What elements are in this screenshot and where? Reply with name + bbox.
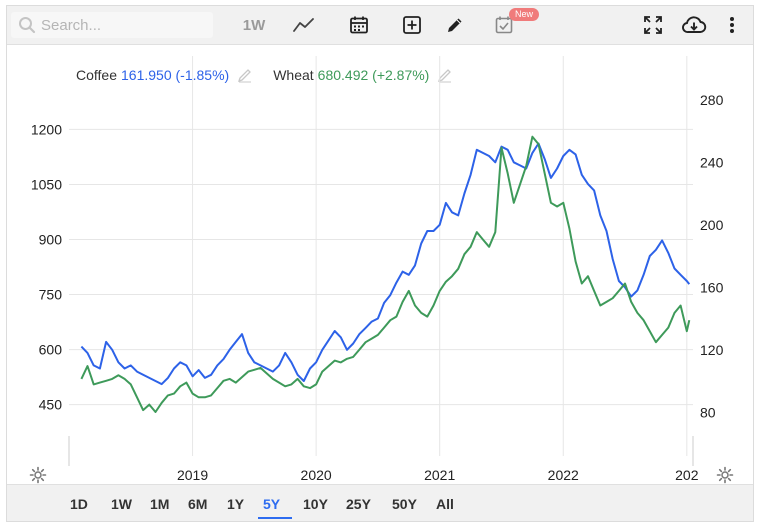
range-selector-bar: 1D 1W 1M 6M 1Y 5Y 10Y 25Y 50Y All xyxy=(7,484,753,521)
x-tick-label: 202 xyxy=(675,467,699,483)
y-left-tick-label: 900 xyxy=(39,231,63,247)
range-6m[interactable]: 6M xyxy=(188,496,208,512)
y-right-tick-label: 160 xyxy=(700,279,724,295)
legend-coffee-name: Coffee xyxy=(76,67,117,83)
range-1d[interactable]: 1D xyxy=(70,496,88,512)
y-left-tick-label: 750 xyxy=(39,287,63,303)
checklist-icon[interactable] xyxy=(492,14,516,36)
right-axis-settings-icon[interactable] xyxy=(716,466,734,489)
add-icon[interactable] xyxy=(400,14,424,36)
range-1w[interactable]: 1W xyxy=(111,496,132,512)
x-tick-label: 2021 xyxy=(424,467,455,483)
legend-coffee-value: 161.950 (-1.85%) xyxy=(121,67,230,83)
toolbar: Search... 1W New xyxy=(7,6,753,45)
range-1y[interactable]: 1Y xyxy=(227,496,245,512)
line-chart-icon[interactable] xyxy=(292,14,316,36)
y-right-tick-label: 240 xyxy=(700,154,724,170)
price-chart[interactable]: 450 600 750 900 1050 1200 80 120 160 200 240 280 201… xyxy=(7,46,753,486)
chart-axes: 450 600 750 900 1050 1200 80 120 160 200 240 280 201… xyxy=(31,92,724,483)
search-box[interactable]: Search... xyxy=(11,12,213,38)
more-icon[interactable] xyxy=(722,14,742,36)
active-range-underline xyxy=(258,517,292,519)
legend-coffee[interactable]: Coffee 161.950 (-1.85%) xyxy=(76,67,267,83)
y-right-tick-label: 200 xyxy=(700,217,724,233)
chart-legend: Coffee 161.950 (-1.85%) Wheat 680.492 (+… xyxy=(76,67,467,83)
legend-wheat[interactable]: Wheat 680.492 (+2.87%) xyxy=(273,67,467,83)
range-5y[interactable]: 5Y xyxy=(263,496,281,512)
y-left-tick-label: 450 xyxy=(39,397,63,413)
pencil-icon[interactable] xyxy=(443,14,467,36)
search-icon xyxy=(19,17,36,34)
y-right-tick-label: 80 xyxy=(700,404,716,420)
range-1m[interactable]: 1M xyxy=(150,496,170,512)
x-tick-label: 2022 xyxy=(548,467,579,483)
search-placeholder: Search... xyxy=(41,17,102,34)
y-right-tick-label: 120 xyxy=(700,342,724,358)
chart-grid xyxy=(69,56,693,456)
series-line-coffee xyxy=(80,142,691,386)
calendar-icon[interactable] xyxy=(347,14,371,36)
edit-coffee-icon[interactable] xyxy=(237,67,253,83)
series-line-wheat xyxy=(80,135,691,413)
chart-widget: Search... 1W New Coffee xyxy=(6,5,754,522)
y-left-tick-label: 1200 xyxy=(31,121,62,137)
x-tick-label: 2020 xyxy=(301,467,332,483)
fullscreen-icon[interactable] xyxy=(641,14,665,36)
y-left-tick-label: 1050 xyxy=(31,176,62,192)
range-50y[interactable]: 50Y xyxy=(392,496,417,512)
chart-series xyxy=(80,135,691,413)
y-left-tick-label: 600 xyxy=(39,342,63,358)
legend-wheat-name: Wheat xyxy=(273,67,314,83)
y-right-tick-label: 280 xyxy=(700,92,724,108)
interval-button[interactable]: 1W xyxy=(242,16,266,34)
new-badge: New xyxy=(509,8,540,21)
range-10y[interactable]: 10Y xyxy=(303,496,328,512)
range-25y[interactable]: 25Y xyxy=(346,496,371,512)
legend-wheat-value: 680.492 (+2.87%) xyxy=(317,67,430,83)
left-axis-settings-icon[interactable] xyxy=(29,466,47,489)
x-tick-label: 2019 xyxy=(177,467,208,483)
cloud-download-icon[interactable] xyxy=(680,14,708,36)
range-all[interactable]: All xyxy=(436,496,454,512)
